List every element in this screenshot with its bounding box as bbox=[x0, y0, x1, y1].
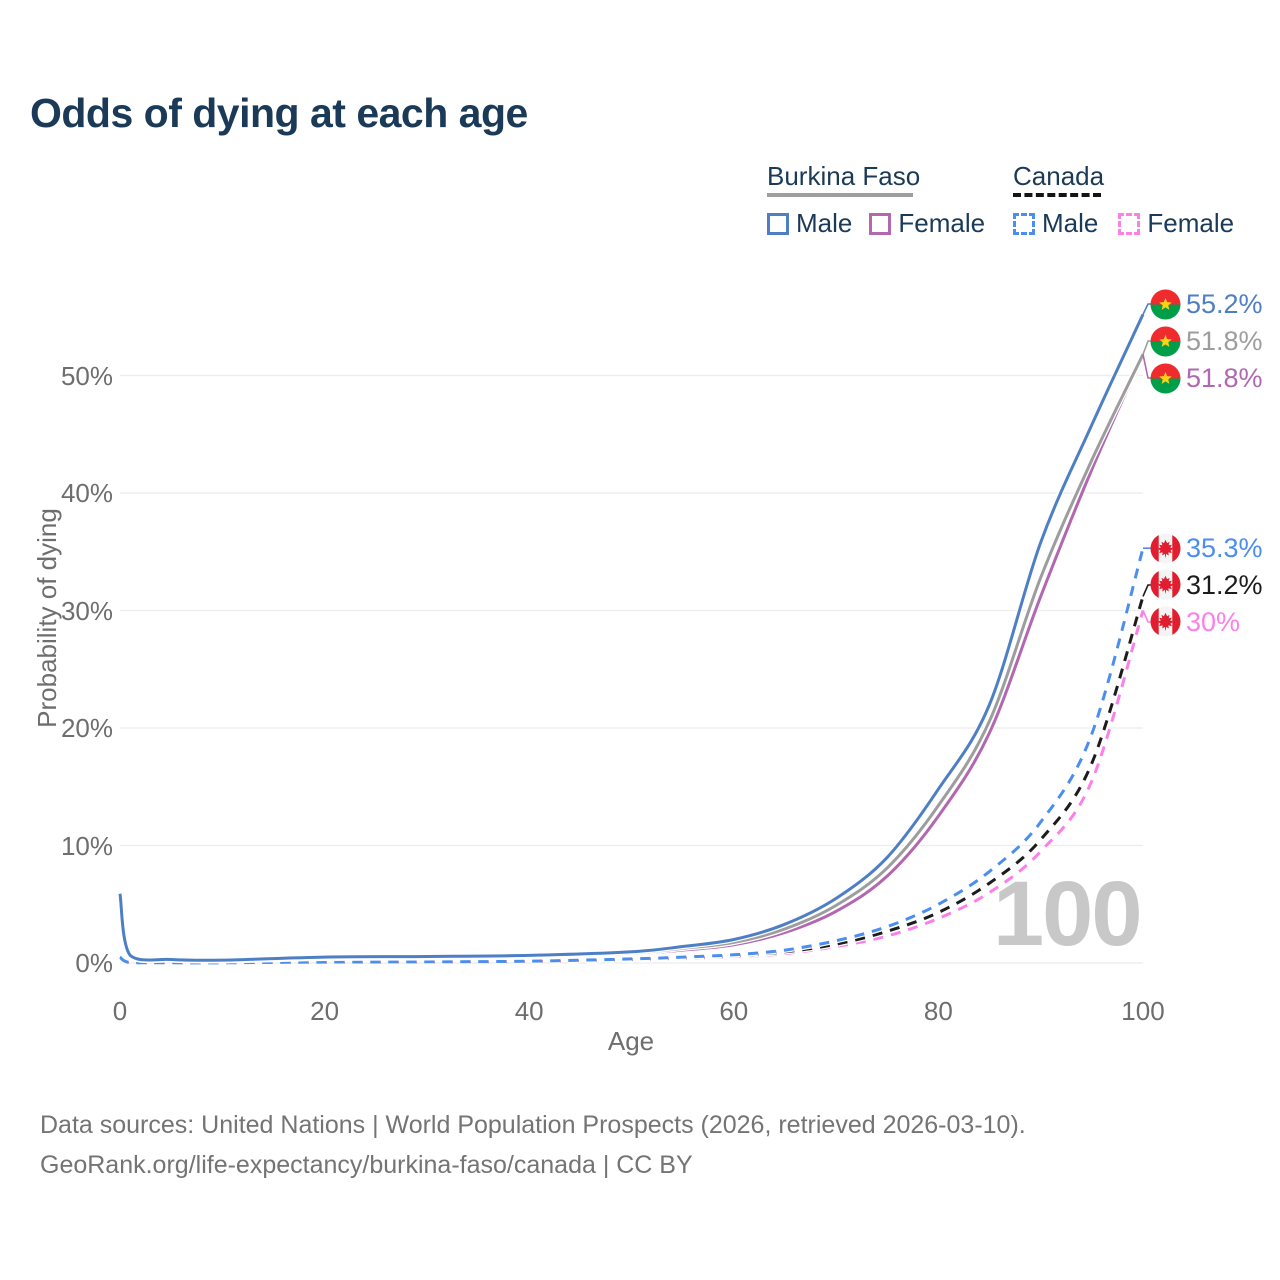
legend-canada-line-swatch bbox=[1013, 193, 1101, 197]
flag-canada-icon bbox=[1150, 569, 1181, 600]
flag-burkina-faso-icon bbox=[1150, 326, 1181, 357]
x-axis-title: Age bbox=[607, 1026, 655, 1056]
legend-country-canada[interactable]: Canada bbox=[1013, 161, 1105, 191]
page-title: Odds of dying at each age bbox=[30, 90, 528, 136]
end-label-value: 55.2% bbox=[1186, 289, 1263, 320]
flag-burkina-faso-icon bbox=[1150, 289, 1181, 320]
series-halo bbox=[118, 609, 1146, 966]
age-counter-watermark: 100 bbox=[993, 863, 1142, 965]
legend-country-burkina-faso[interactable]: Burkina Faso bbox=[767, 161, 921, 191]
end-label-connector bbox=[1142, 354, 1151, 379]
x-tick-label: 80 bbox=[923, 996, 953, 1026]
y-tick-label: 20% bbox=[60, 713, 113, 743]
burkina-faso-female-swatch-icon bbox=[869, 212, 892, 235]
end-label-value: 51.8% bbox=[1186, 326, 1263, 357]
legend-burkina-faso-line-swatch bbox=[767, 193, 913, 197]
legend-group-burkina-faso: Burkina Faso Male Female bbox=[767, 162, 985, 239]
canada-female-swatch-icon bbox=[1118, 212, 1141, 235]
series-halo bbox=[118, 595, 1146, 966]
footer-attribution: GeoRank.org/life-expectancy/burkina-faso… bbox=[40, 1151, 693, 1179]
x-tick-label: 60 bbox=[719, 996, 749, 1026]
end-label-value: 31.2% bbox=[1186, 569, 1263, 600]
y-tick-label: 0% bbox=[75, 948, 113, 978]
end-label-canada-both-sexes: 31.2% bbox=[1150, 569, 1263, 601]
end-label-burkina-faso-both-sexes: 51.8% bbox=[1150, 325, 1263, 357]
end-label-connector bbox=[1142, 340, 1151, 355]
y-tick-label: 50% bbox=[60, 360, 113, 391]
legend-item-canada-male[interactable]: Male bbox=[1013, 208, 1098, 239]
legend-item-label: Male bbox=[796, 208, 853, 238]
legend-group-canada: Canada Male Female bbox=[1013, 162, 1234, 239]
end-label-value: 35.3% bbox=[1186, 533, 1263, 564]
end-label-canada-female: 30% bbox=[1150, 606, 1240, 638]
canada-male-swatch-icon bbox=[1013, 212, 1035, 235]
y-tick-label: 10% bbox=[60, 830, 113, 861]
x-tick-label: 40 bbox=[514, 996, 544, 1026]
end-label-connector bbox=[1142, 610, 1151, 623]
footer-data-sources: Data sources: United Nations | World Pop… bbox=[40, 1111, 1026, 1139]
flag-burkina-faso-icon bbox=[1150, 363, 1181, 394]
legend-item-burkina-faso-male[interactable]: Male bbox=[767, 208, 852, 239]
y-tick-label: 30% bbox=[60, 595, 113, 626]
x-tick-label: 0 bbox=[112, 996, 128, 1026]
end-label-burkina-faso-female: 51.8% bbox=[1150, 362, 1263, 394]
flag-canada-icon bbox=[1150, 606, 1181, 637]
x-tick-label: 100 bbox=[1121, 996, 1165, 1026]
y-tick-label: 40% bbox=[60, 478, 113, 508]
x-tick-label: 20 bbox=[310, 996, 340, 1026]
end-label-connector bbox=[1142, 584, 1151, 597]
legend-item-label: Male bbox=[1042, 208, 1099, 238]
series-line-canada-both-sexes[interactable] bbox=[119, 595, 1145, 965]
series-line-burkina-faso-male[interactable] bbox=[118, 313, 1145, 962]
end-label-canada-male: 35.3% bbox=[1150, 532, 1263, 564]
series-halo bbox=[117, 313, 1146, 964]
legend-item-label: Female bbox=[898, 208, 986, 238]
y-axis-title: Probability of dying bbox=[32, 508, 62, 728]
end-label-value: 30% bbox=[1186, 606, 1241, 637]
end-label-value: 51.8% bbox=[1186, 363, 1263, 394]
end-label-burkina-faso-male: 55.2% bbox=[1150, 288, 1263, 320]
legend-item-burkina-faso-female[interactable]: Female bbox=[869, 208, 985, 239]
flag-canada-icon bbox=[1150, 533, 1181, 564]
burkina-faso-male-swatch-icon bbox=[767, 212, 789, 235]
footer: Data sources: United Nations | World Pop… bbox=[40, 1105, 1026, 1185]
legend-item-label: Female bbox=[1147, 208, 1235, 238]
end-label-connector bbox=[1142, 303, 1151, 315]
series-line-canada-female[interactable] bbox=[119, 610, 1145, 965]
legend-item-canada-female[interactable]: Female bbox=[1118, 208, 1234, 239]
